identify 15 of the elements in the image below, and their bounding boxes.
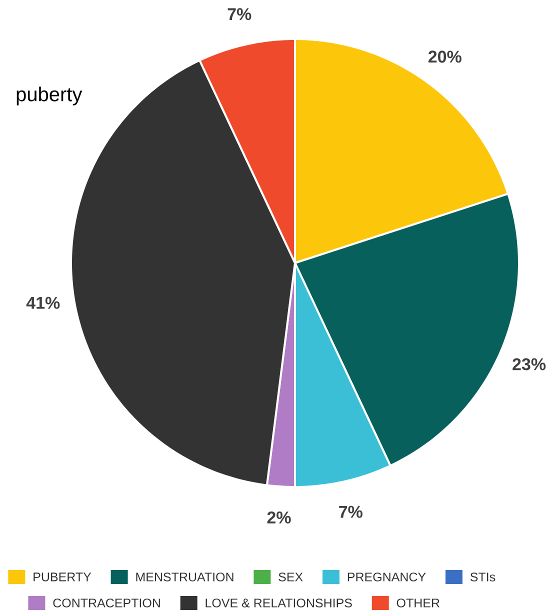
text: puberty bbox=[16, 86, 82, 106]
legend-label: MENSTRUATION bbox=[136, 572, 234, 582]
legend-label: PUBERTY bbox=[34, 572, 92, 582]
legend-label: STIs bbox=[470, 572, 496, 582]
data-label: 7% bbox=[339, 506, 362, 518]
legend-label: SEX bbox=[278, 572, 303, 582]
data-label: 41% bbox=[26, 296, 60, 309]
data-label: 7% bbox=[228, 8, 252, 20]
legend-label: PREGNANCY bbox=[348, 572, 426, 582]
data-label: 20% bbox=[428, 50, 462, 63]
data-label: 23% bbox=[512, 358, 546, 370]
legend-label: OTHER bbox=[396, 598, 440, 608]
data-label: 2% bbox=[267, 511, 291, 524]
legend-label: CONTRACEPTION bbox=[53, 598, 160, 608]
legend-label: LOVE & RELATIONSHIPS bbox=[206, 598, 352, 608]
